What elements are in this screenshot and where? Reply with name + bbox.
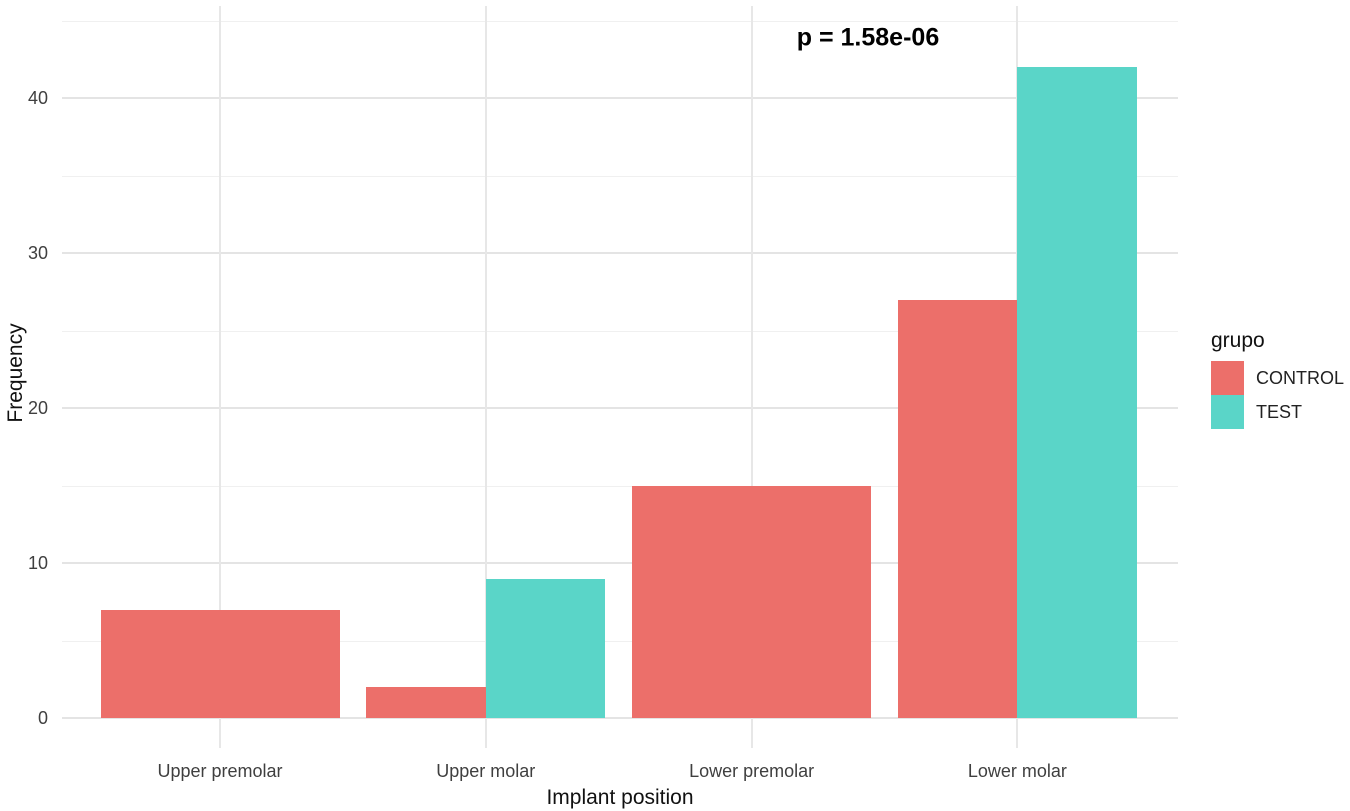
legend-label-control: CONTROL <box>1256 367 1345 388</box>
x-tick-label-upper-molar: Upper molar <box>436 761 536 781</box>
y-tick-label-30: 30 <box>27 243 48 263</box>
y-axis-title: Frequency <box>4 323 27 423</box>
legend-label-test: TEST <box>1256 401 1303 422</box>
legend-item-test: TEST <box>1211 395 1344 429</box>
gridline-x-upper-premolar <box>219 6 221 748</box>
x-tick-label-lower-premolar: Lower premolar <box>689 761 815 781</box>
gridline-major-y-0 <box>62 717 1178 719</box>
x-axis-title: Implant position <box>546 786 694 809</box>
legend-swatch-control <box>1211 361 1244 395</box>
bar-control-upper-premolar <box>100 609 340 718</box>
y-tick-label-40: 40 <box>27 88 48 108</box>
plot-panel <box>62 6 1178 748</box>
gridline-major-y-30 <box>62 252 1178 254</box>
y-tick-label-10: 10 <box>27 553 48 573</box>
legend-items: CONTROL TEST <box>1211 361 1344 429</box>
gridline-minor-y-35 <box>62 175 1178 177</box>
gridline-major-y-40 <box>62 97 1178 99</box>
gridline-minor-y-45 <box>62 20 1178 22</box>
gridline-major-y-20 <box>62 407 1178 409</box>
gridline-minor-y-15 <box>62 485 1178 487</box>
bar-control-lower-premolar <box>632 485 872 718</box>
y-tick-label-20: 20 <box>27 398 48 418</box>
legend: grupo CONTROL TEST <box>1211 329 1344 429</box>
bar-test-upper-molar <box>485 578 606 718</box>
gridline-minor-y-5 <box>62 640 1178 642</box>
legend-title: grupo <box>1211 329 1265 352</box>
gridline-x-upper-molar <box>484 6 487 748</box>
gridline-major-y-10 <box>62 562 1178 564</box>
bar-control-lower-molar <box>897 299 1018 718</box>
gridline-x-lower-premolar <box>750 6 753 748</box>
p-value-annotation: p = 1.58e-06 <box>796 23 940 52</box>
legend-swatch-test <box>1211 395 1244 429</box>
bar-test-lower-molar <box>1017 67 1137 718</box>
x-tick-label-lower-molar: Lower molar <box>967 761 1067 781</box>
bar-control-upper-molar <box>366 687 486 718</box>
legend-item-control: CONTROL <box>1211 361 1344 395</box>
gridline-minor-y-25 <box>62 330 1178 332</box>
x-tick-label-upper-premolar: Upper premolar <box>157 761 283 781</box>
y-tick-label-0: 0 <box>37 708 48 728</box>
